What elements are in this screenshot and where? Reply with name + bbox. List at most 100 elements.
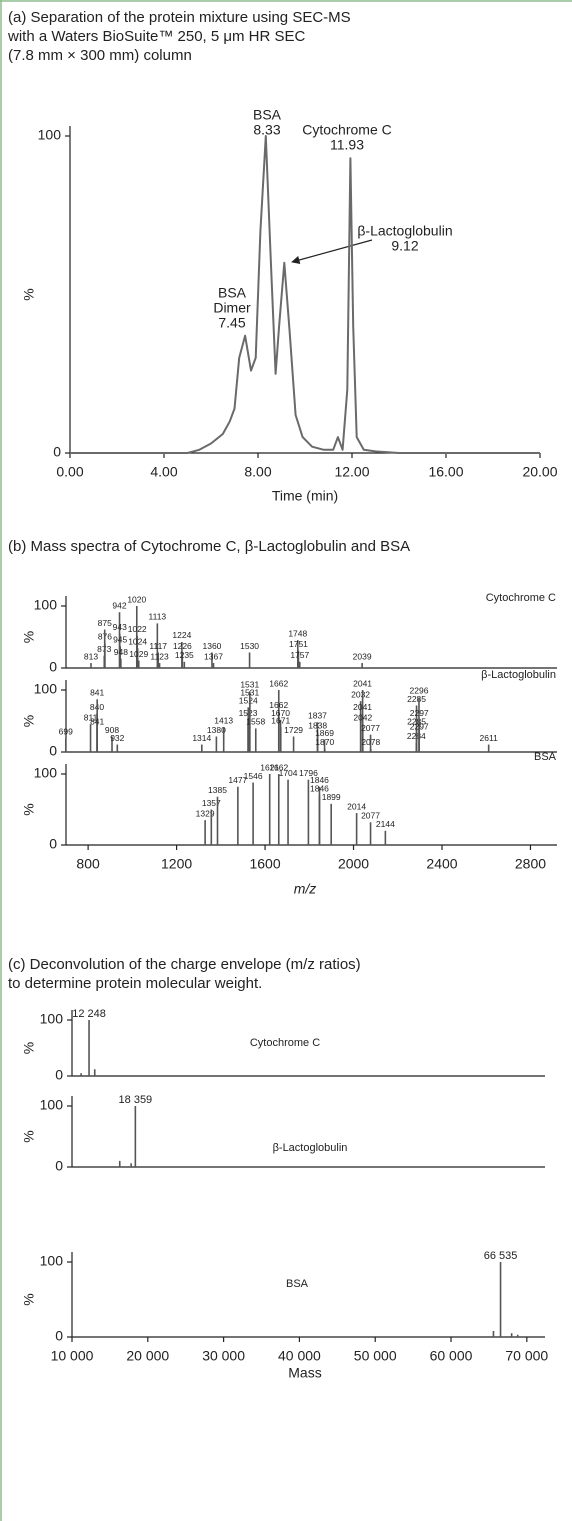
x-tick-label: 2000 — [338, 856, 369, 872]
trace — [70, 135, 540, 454]
panel-name: BSA — [534, 751, 557, 763]
peak-label: 2285 — [407, 717, 426, 727]
peak-label: 841 — [90, 717, 104, 727]
peak-label: 2297 — [410, 722, 429, 732]
y-tick-label: 100 — [34, 765, 58, 781]
peak-label: 2077 — [361, 723, 380, 733]
peak-label: 1748 — [288, 628, 307, 638]
panel-name: β-Lactoglobulin — [481, 669, 556, 681]
peak-label: 1224 — [172, 630, 191, 640]
peak-label: 1546 — [244, 771, 263, 781]
panel-name: β-Lactoglobulin — [273, 1142, 348, 1154]
peak-label: 1670 — [271, 708, 290, 718]
peak-label: 943 — [113, 622, 127, 632]
peak-label: 908 — [105, 725, 119, 735]
y-tick-label: 0 — [55, 1158, 63, 1174]
peak-label: 1704 — [279, 768, 298, 778]
peak-label: 1838 — [308, 720, 327, 730]
x-tick-label: 30 000 — [202, 1348, 245, 1364]
peak-label: 18 359 — [119, 1094, 153, 1106]
chart-title: with a Waters BioSuite™ 250, 5 μm HR SEC — [7, 28, 306, 45]
peak-label: 1531 — [240, 679, 259, 689]
y-axis-label: % — [21, 715, 37, 727]
peak-label: 12 248 — [72, 1008, 106, 1020]
peak-label: 1531 — [240, 688, 259, 698]
x-axis-label: Mass — [288, 1365, 321, 1381]
peak-annotation: BSA — [218, 285, 247, 301]
panel-name: Cytochrome C — [250, 1037, 320, 1049]
y-tick-label: 100 — [34, 597, 58, 613]
peak-label: 1314 — [192, 733, 211, 743]
peak-label: 948 — [114, 647, 128, 657]
peak-label: 1380 — [207, 725, 226, 735]
peak-label: 1757 — [290, 650, 309, 660]
peak-label: 1869 — [315, 728, 334, 738]
y-axis-label: % — [21, 1130, 37, 1142]
chart-title: to determine protein molecular weight. — [8, 975, 262, 992]
x-tick-label: 0.00 — [56, 464, 83, 480]
peak-annotation: 7.45 — [218, 315, 245, 331]
peak-label: 1846 — [310, 784, 329, 794]
peak-label: 1558 — [246, 717, 265, 727]
peak-label: 2297 — [410, 708, 429, 718]
peak-label: 1621 — [260, 762, 279, 772]
peak-label: 811 — [84, 712, 98, 722]
peak-label: 1029 — [129, 649, 148, 659]
peak-label: 945 — [113, 635, 127, 645]
chart-title: (7.8 mm × 300 mm) column — [8, 47, 192, 64]
peak-label: 1367 — [204, 651, 223, 661]
peak-label: 1870 — [315, 737, 334, 747]
x-tick-label: 50 000 — [354, 1348, 397, 1364]
peak-label: 699 — [59, 727, 73, 737]
y-axis-label: % — [21, 803, 37, 815]
x-tick-label: 20.00 — [522, 464, 557, 480]
y-tick-label: 0 — [53, 444, 61, 460]
y-tick-label: 100 — [40, 1011, 64, 1027]
peak-label: 1123 — [150, 651, 169, 661]
peak-label: 1530 — [240, 641, 259, 651]
x-tick-label: 16.00 — [428, 464, 463, 480]
peak-label: 1117 — [149, 641, 167, 651]
x-tick-label: 2400 — [426, 856, 457, 872]
peak-label: 932 — [110, 733, 124, 743]
annotation-arrow — [291, 239, 373, 265]
y-tick-label: 0 — [49, 743, 57, 759]
x-tick-label: 800 — [76, 856, 100, 872]
x-axis-label: Time (min) — [272, 488, 338, 504]
peak-label: 2014 — [347, 801, 366, 811]
peak-annotation: β-Lactoglobulin — [357, 223, 452, 239]
peak-label: 1360 — [203, 641, 222, 651]
peak-label: 1662 — [269, 762, 288, 772]
y-tick-label: 0 — [55, 1328, 63, 1344]
chart-title: (c) Deconvolution of the charge envelope… — [8, 956, 361, 973]
peak-label: 1846 — [310, 775, 329, 785]
peak-label: 1662 — [269, 678, 288, 688]
x-tick-label: 2800 — [515, 856, 546, 872]
y-axis-label: % — [21, 288, 37, 300]
peak-label: 1385 — [208, 785, 227, 795]
x-tick-label: 20 000 — [126, 1348, 169, 1364]
y-axis-label: % — [21, 631, 37, 643]
y-tick-label: 100 — [38, 127, 62, 143]
peak-annotation: 9.12 — [391, 238, 418, 254]
peak-label: 2032 — [351, 689, 370, 699]
peak-label: 66 535 — [484, 1250, 518, 1262]
peak-label: 1024 — [128, 636, 147, 646]
peak-label: 2077 — [361, 811, 380, 821]
peak-label: 1796 — [299, 768, 318, 778]
peak-label: 2042 — [353, 712, 372, 722]
y-tick-label: 0 — [49, 836, 57, 852]
peak-label: 841 — [90, 688, 104, 698]
peak-label: 1662 — [269, 700, 288, 710]
peak-label: 1899 — [322, 792, 341, 802]
x-tick-label: 1200 — [161, 856, 192, 872]
chart-title: (b) Mass spectra of Cytochrome C, β-Lact… — [8, 538, 410, 555]
panel-name: Cytochrome C — [486, 592, 556, 604]
peak-annotation: 11.93 — [330, 137, 364, 153]
peak-label: 1226 — [173, 641, 192, 651]
x-tick-label: 70 000 — [505, 1348, 548, 1364]
y-tick-label: 0 — [55, 1067, 63, 1083]
peak-label: 1113 — [149, 612, 167, 622]
x-tick-label: 10 000 — [51, 1348, 94, 1364]
